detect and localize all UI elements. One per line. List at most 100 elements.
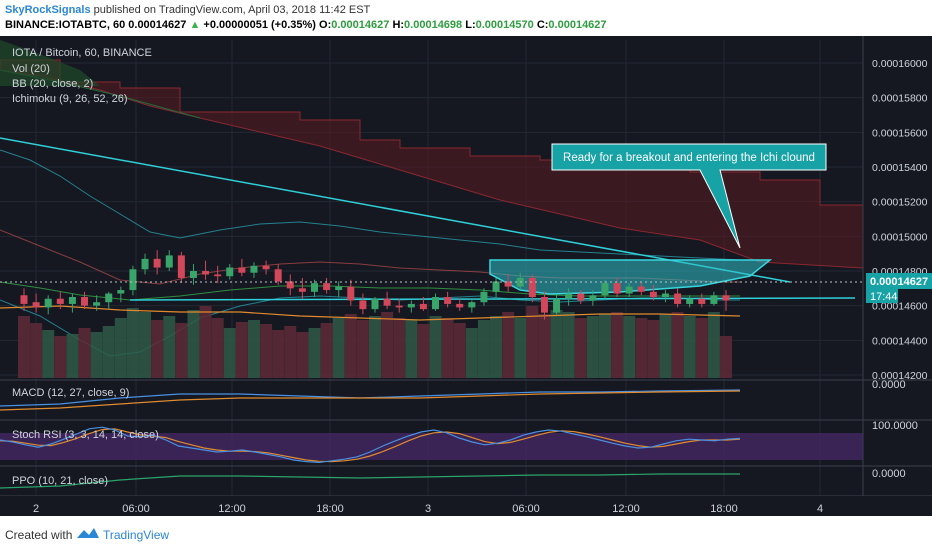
volume-bar bbox=[574, 318, 587, 378]
candle-body bbox=[613, 283, 621, 294]
y-tick-label: 0.00015400 bbox=[872, 162, 928, 174]
author-link[interactable]: SkyRockSignals bbox=[5, 4, 91, 16]
y-tick-label: 0.00014600 bbox=[872, 301, 928, 313]
volume-bar bbox=[296, 332, 309, 378]
candle-body bbox=[625, 286, 633, 294]
candle-body bbox=[371, 298, 379, 310]
candle-body bbox=[93, 302, 101, 306]
volume-bar bbox=[199, 306, 212, 378]
volume-bar bbox=[441, 318, 454, 378]
volume-bar bbox=[66, 334, 79, 378]
candle-body bbox=[44, 298, 52, 308]
candle-body bbox=[528, 277, 536, 297]
volume-bar bbox=[659, 314, 672, 378]
candle-body bbox=[395, 305, 403, 308]
candle-body bbox=[310, 283, 318, 292]
y-tick-label: 0.00015200 bbox=[872, 197, 928, 209]
candle-body bbox=[540, 297, 548, 313]
candle-body bbox=[565, 293, 573, 299]
open-value: 0.00014627 bbox=[331, 19, 390, 31]
volume-bar bbox=[720, 336, 732, 378]
annotation-bubble[interactable] bbox=[551, 143, 827, 249]
stoch-layer bbox=[0, 426, 741, 464]
x-axis-layer: 2 06:00 12:00 18:00 3 06:00 12:00 18:00 4 bbox=[33, 503, 823, 515]
chart-area[interactable]: Ready for a breakout and entering the Ic… bbox=[0, 36, 932, 516]
tradingview-brand[interactable]: TradingView bbox=[103, 528, 170, 542]
volume-bar bbox=[417, 324, 430, 378]
stoch-rsi-tick: 100.0000 bbox=[872, 420, 918, 432]
candle-body bbox=[81, 297, 89, 306]
publish-line: SkyRockSignals published on TradingView.… bbox=[5, 4, 370, 16]
volume-bar bbox=[332, 318, 345, 378]
ppo-tick: 0.0000 bbox=[872, 468, 906, 480]
candle-body bbox=[214, 274, 222, 277]
stoch-rsi-band bbox=[0, 433, 863, 460]
y-tick-label: 0.00014200 bbox=[872, 370, 928, 382]
candle-body bbox=[141, 258, 149, 270]
volume-bar bbox=[126, 308, 139, 378]
volume-bar bbox=[707, 312, 720, 378]
candle-body bbox=[383, 298, 391, 306]
volume-bar bbox=[453, 323, 466, 378]
volume-bar bbox=[429, 316, 442, 378]
candle-body bbox=[347, 286, 355, 301]
countdown-text: 17:44 bbox=[870, 291, 898, 303]
volume-bar bbox=[151, 320, 164, 378]
volume-bar bbox=[114, 318, 127, 378]
candle-body bbox=[698, 298, 706, 304]
time-axis[interactable] bbox=[0, 496, 932, 516]
volume-bar bbox=[163, 316, 176, 378]
candle-body bbox=[444, 297, 452, 304]
candle-body bbox=[661, 293, 669, 297]
support-trendline bbox=[129, 297, 856, 301]
candle-body bbox=[32, 302, 40, 308]
header: SkyRockSignals published on TradingView.… bbox=[0, 0, 932, 36]
ppo-label[interactable]: PPO (10, 21, close) bbox=[12, 475, 108, 487]
candle-body bbox=[286, 281, 294, 289]
candle-body bbox=[129, 269, 137, 291]
candle-body bbox=[105, 293, 113, 303]
x-tick-label: 12:00 bbox=[218, 503, 246, 515]
volume-bar bbox=[78, 328, 91, 378]
volume-bar bbox=[562, 312, 575, 378]
candle-body bbox=[359, 300, 367, 310]
ichimoku-cloud-green bbox=[0, 40, 100, 86]
x-tick-label: 18:00 bbox=[710, 503, 738, 515]
volume-bar bbox=[369, 316, 381, 378]
annotation-callout[interactable]: Ready for a breakout and entering the Ic… bbox=[551, 143, 827, 249]
open-label: O: bbox=[319, 19, 332, 31]
volume-bar bbox=[54, 336, 67, 378]
candle-body bbox=[553, 298, 561, 313]
indicator-vol[interactable]: Vol (20) bbox=[12, 63, 50, 75]
candle-body bbox=[298, 288, 306, 292]
indicator-bb[interactable]: BB (20, close, 2) bbox=[12, 78, 93, 90]
x-tick-label: 06:00 bbox=[122, 503, 150, 515]
candle-body bbox=[202, 271, 210, 275]
volume-bar bbox=[538, 314, 551, 378]
y-tick-label: 0.00015600 bbox=[872, 127, 928, 139]
macd-signal bbox=[0, 390, 741, 411]
candle-body bbox=[686, 298, 694, 304]
volume-bar bbox=[586, 316, 599, 378]
indicator-ichimoku[interactable]: Ichimoku (9, 26, 52, 26) bbox=[12, 93, 128, 105]
ppo-pane: PPO (10, 21, close) 0.0000 bbox=[0, 468, 906, 489]
macd-label[interactable]: MACD (12, 27, close, 9) bbox=[12, 387, 129, 399]
volume-bar bbox=[683, 316, 696, 378]
candle-body bbox=[456, 303, 464, 308]
tradingview-logo-icon[interactable] bbox=[76, 526, 100, 540]
stoch-rsi-label[interactable]: Stoch RSI (3, 3, 14, 14, close) bbox=[12, 429, 159, 441]
volume-bar bbox=[272, 330, 285, 378]
volume-bar bbox=[611, 312, 624, 378]
low-value: 0.00014570 bbox=[475, 19, 534, 31]
candle-body bbox=[226, 267, 234, 277]
volume-layer bbox=[18, 306, 732, 378]
candle-body bbox=[335, 286, 343, 291]
bollinger-upper bbox=[0, 149, 741, 261]
symbol-line: BINANCE:IOTABTC, 60 0.00014627 ▲ +0.0000… bbox=[5, 19, 607, 31]
candle-body bbox=[407, 303, 415, 308]
chart-title: IOTA / Bitcoin, 60, BINANCE bbox=[12, 47, 152, 59]
volume-bar bbox=[320, 323, 333, 378]
candle-body bbox=[577, 293, 585, 301]
candle-body bbox=[480, 291, 488, 303]
chart-svg[interactable]: Ready for a breakout and entering the Ic… bbox=[0, 36, 932, 516]
